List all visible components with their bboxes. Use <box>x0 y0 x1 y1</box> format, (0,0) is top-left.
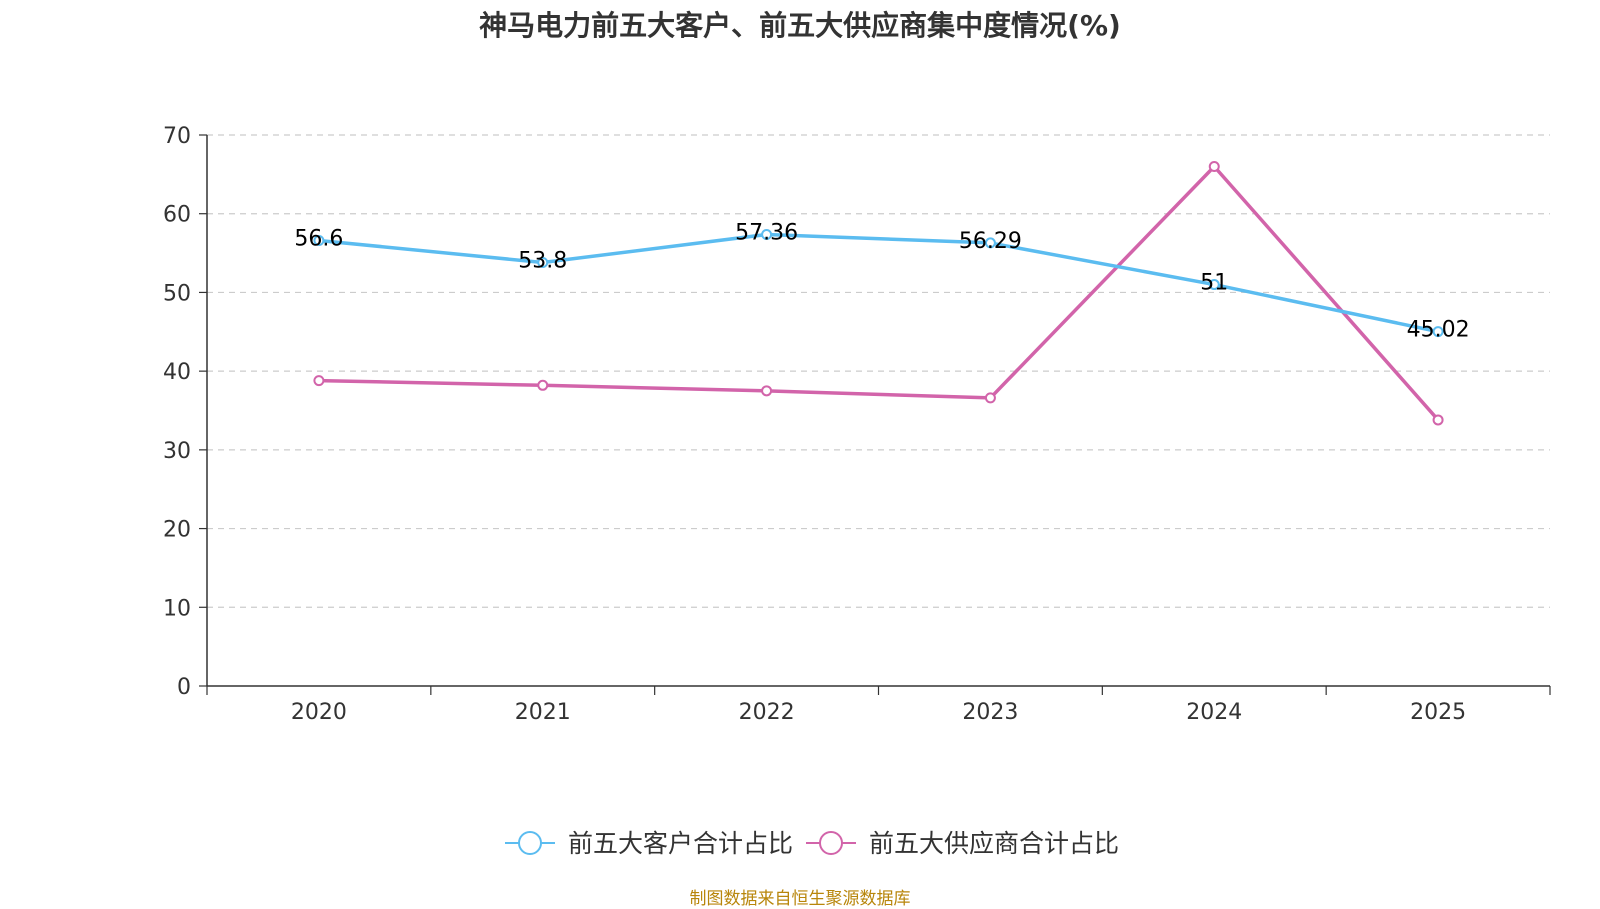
data-point <box>537 379 549 391</box>
y-tick-label: 20 <box>163 518 191 543</box>
y-tick-label: 60 <box>163 203 191 228</box>
legend-label: 前五大供应商合计占比 <box>869 829 1119 858</box>
data-point <box>1208 279 1220 291</box>
y-tick-label: 50 <box>163 281 191 306</box>
y-tick-label: 30 <box>163 439 191 464</box>
data-point <box>313 234 325 246</box>
legend-label: 前五大客户合计占比 <box>568 829 793 858</box>
x-tick-label: 2022 <box>739 700 795 725</box>
data-label: 45.02 <box>1407 318 1470 343</box>
source-note: 制图数据来自恒生聚源数据库 <box>689 889 911 909</box>
data-label: 57.36 <box>735 220 798 245</box>
x-tick-label: 2020 <box>291 700 347 725</box>
x-tick-label: 2025 <box>1410 700 1466 725</box>
data-point <box>984 392 996 404</box>
data-point <box>984 237 996 249</box>
series-line-1 <box>318 164 1440 422</box>
data-point <box>313 375 325 387</box>
data-label: 56.6 <box>294 226 343 251</box>
y-tick-label: 70 <box>163 124 191 149</box>
x-tick-label: 2021 <box>515 700 571 725</box>
data-point <box>761 385 773 397</box>
data-label: 56.29 <box>959 229 1022 254</box>
x-tick-label: 2023 <box>962 700 1018 725</box>
y-tick-label: 40 <box>163 360 191 385</box>
data-point <box>1208 160 1220 172</box>
legend-item-0: 前五大客户合计占比 <box>505 829 793 858</box>
data-point <box>761 228 773 240</box>
legend-marker <box>819 831 843 855</box>
data-label: 53.8 <box>518 249 567 274</box>
series-line-0 <box>318 232 1439 334</box>
data-point <box>537 257 549 269</box>
y-tick-label: 0 <box>177 675 191 700</box>
x-tick-label: 2024 <box>1186 700 1242 725</box>
y-tick-label: 10 <box>163 596 191 621</box>
legend-marker <box>518 831 542 855</box>
data-point <box>1432 414 1444 426</box>
data-point <box>1432 326 1444 338</box>
chart-title: 神马电力前五大客户、前五大供应商集中度情况(%) <box>479 9 1121 42</box>
legend-item-1: 前五大供应商合计占比 <box>806 829 1119 858</box>
data-label: 51 <box>1200 271 1228 296</box>
